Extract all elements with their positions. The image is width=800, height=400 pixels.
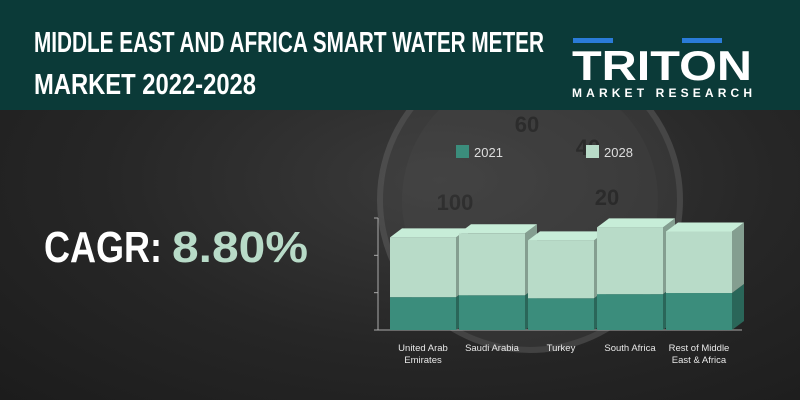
gauge-label: 100 [437,190,474,215]
bar-segment [597,227,663,295]
bar-segment [390,297,456,330]
bar-top [459,224,537,234]
logo-tagline: MARKET RESEARCH [572,86,752,100]
bar-segment [597,294,663,330]
bar-top [528,231,606,241]
chart: 2021 2028 [374,145,744,331]
title-line: MARKET 2022-2028 [34,69,256,101]
logo-name: TRITON [572,42,752,89]
bar-segment [459,295,525,330]
bar-segment [666,293,732,330]
legend-swatch [456,145,469,158]
bar-side [732,284,744,330]
bar-segment [390,237,456,298]
bar-segment [528,240,594,299]
header-bar [0,0,800,110]
title-line: MIDDLE EAST AND AFRICA SMART WATER METER [34,27,544,59]
legend-swatch [586,145,599,158]
bar-side [732,222,744,294]
logo-accent [682,38,722,43]
x-tick-label: United Arab Emirates [398,343,448,366]
legend-label: 2028 [604,145,633,160]
gauge-label: 60 [515,112,539,137]
x-tick-label: Turkey [546,343,576,354]
cagr-value: 8.80% [172,223,308,272]
x-tick-label: South Africa [604,343,656,354]
bar-top [390,228,468,238]
gauge-label: 20 [595,185,619,210]
x-tick-label: Rest of Middle East & Africa [668,343,730,366]
bar-segment [666,231,732,294]
cagr-label: CAGR: [44,223,162,272]
bar-top [597,218,675,228]
bar-segment [528,298,594,330]
logo-accent [573,38,613,43]
x-tick-label: Saudi Arabia [465,343,519,354]
legend-label: 2021 [474,145,503,160]
bar-top [666,222,744,232]
bar-segment [459,233,525,296]
